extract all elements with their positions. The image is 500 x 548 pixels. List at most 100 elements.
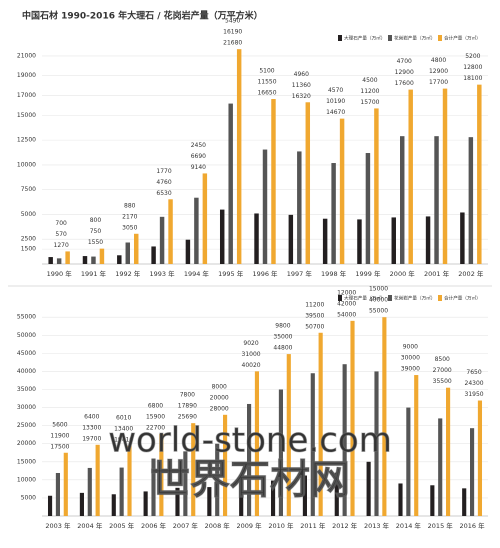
value-label: 11200 xyxy=(360,88,379,95)
x-tick-label: 1992 年 xyxy=(115,269,141,278)
legend-label: 大理石产量（万㎡） xyxy=(344,295,385,302)
value-label: 50700 xyxy=(305,323,324,330)
value-label: 2170 xyxy=(122,213,137,220)
value-label: 55000 xyxy=(369,308,388,315)
value-label: 11360 xyxy=(292,82,311,89)
value-label: 10190 xyxy=(326,98,345,105)
value-label: 31950 xyxy=(465,391,484,398)
y-tick-label: 12500 xyxy=(17,137,36,144)
x-tick-label: 1995 年 xyxy=(218,269,244,278)
value-label: 15900 xyxy=(146,413,165,420)
bar xyxy=(47,495,53,516)
legend-label: 合计产量（万㎡） xyxy=(444,295,481,302)
value-label: 35500 xyxy=(433,378,452,385)
value-label: 25690 xyxy=(178,414,197,421)
bar xyxy=(55,472,60,516)
value-label: 13400 xyxy=(114,425,133,432)
x-tick-label: 1999 年 xyxy=(355,269,381,278)
bar xyxy=(262,149,268,264)
bar xyxy=(119,467,124,516)
value-label: 12900 xyxy=(429,68,448,75)
x-tick-label: 1998 年 xyxy=(321,269,347,278)
y-tick-label: 40000 xyxy=(17,368,36,375)
bar xyxy=(477,84,482,265)
bar xyxy=(254,371,260,516)
value-label: 19700 xyxy=(82,435,101,442)
y-tick-label: 19000 xyxy=(17,72,36,79)
bar xyxy=(322,218,328,264)
value-label: 570 xyxy=(55,231,67,238)
bar xyxy=(366,461,371,516)
value-label: 9000 xyxy=(403,344,418,351)
value-label: 11900 xyxy=(50,432,69,439)
bar xyxy=(271,99,276,264)
value-label: 19410 xyxy=(114,436,133,443)
legend-swatch xyxy=(388,295,392,301)
bar xyxy=(382,317,387,516)
value-label: 5600 xyxy=(52,421,67,428)
bar xyxy=(151,246,156,264)
bar xyxy=(286,354,291,516)
value-label: 27000 xyxy=(433,367,452,374)
bar xyxy=(305,102,311,265)
legend-label: 花岗岩产量（万㎡） xyxy=(394,295,435,302)
x-tick-label: 2005 年 xyxy=(109,521,135,530)
y-tick-label: 5000 xyxy=(21,211,36,218)
bar xyxy=(462,488,467,516)
value-label: 5490 xyxy=(225,18,240,25)
value-label: 4960 xyxy=(294,71,309,78)
y-tick-label: 45000 xyxy=(17,350,36,357)
value-label: 17600 xyxy=(395,80,414,87)
x-tick-label: 1994 年 xyxy=(184,269,210,278)
value-label: 42000 xyxy=(337,300,356,307)
value-label: 5200 xyxy=(465,53,480,60)
bar xyxy=(223,414,228,516)
value-label: 35000 xyxy=(273,334,292,341)
bar xyxy=(185,239,191,264)
value-label: 6530 xyxy=(156,190,171,197)
value-label: 21680 xyxy=(223,40,242,47)
value-label: 7800 xyxy=(180,392,195,399)
y-tick-label: 10000 xyxy=(17,161,36,168)
y-tick-label: 2500 xyxy=(21,236,36,243)
y-tick-label: 50000 xyxy=(17,332,36,339)
x-tick-label: 2000 年 xyxy=(390,269,416,278)
bar xyxy=(446,387,451,516)
value-label: 7650 xyxy=(466,369,481,376)
bar xyxy=(278,389,283,516)
bar xyxy=(406,407,411,516)
bar xyxy=(143,491,148,516)
y-tick-label: 21000 xyxy=(17,52,36,59)
bar xyxy=(460,212,465,264)
x-tick-label: 2013 年 xyxy=(364,521,390,530)
bar xyxy=(302,475,307,516)
value-label: 12000 xyxy=(337,289,356,296)
x-tick-label: 2003 年 xyxy=(45,521,71,530)
bar xyxy=(127,445,132,516)
value-label: 6400 xyxy=(84,413,99,420)
bar xyxy=(254,213,259,264)
bar xyxy=(239,483,244,516)
value-label: 6800 xyxy=(148,402,163,409)
y-tick-label: 1500 xyxy=(21,246,36,253)
bar xyxy=(408,89,413,264)
bar xyxy=(365,153,371,264)
bar xyxy=(79,492,84,516)
bar xyxy=(91,256,96,264)
bar xyxy=(111,494,116,516)
value-label: 15000 xyxy=(369,286,388,293)
x-tick-label: 1990 年 xyxy=(47,269,73,278)
y-tick-label: 15000 xyxy=(17,112,36,119)
value-label: 3050 xyxy=(122,224,137,231)
y-tick-label: 7500 xyxy=(21,186,36,193)
value-label: 4700 xyxy=(397,58,412,65)
bar xyxy=(159,216,165,264)
bar xyxy=(236,49,242,264)
bar xyxy=(99,248,105,264)
value-label: 31000 xyxy=(242,351,261,358)
x-tick-label: 2016 年 xyxy=(460,521,486,530)
value-label: 30000 xyxy=(401,355,420,362)
legend-swatch xyxy=(338,35,342,41)
x-tick-label: 2008 年 xyxy=(205,521,231,530)
